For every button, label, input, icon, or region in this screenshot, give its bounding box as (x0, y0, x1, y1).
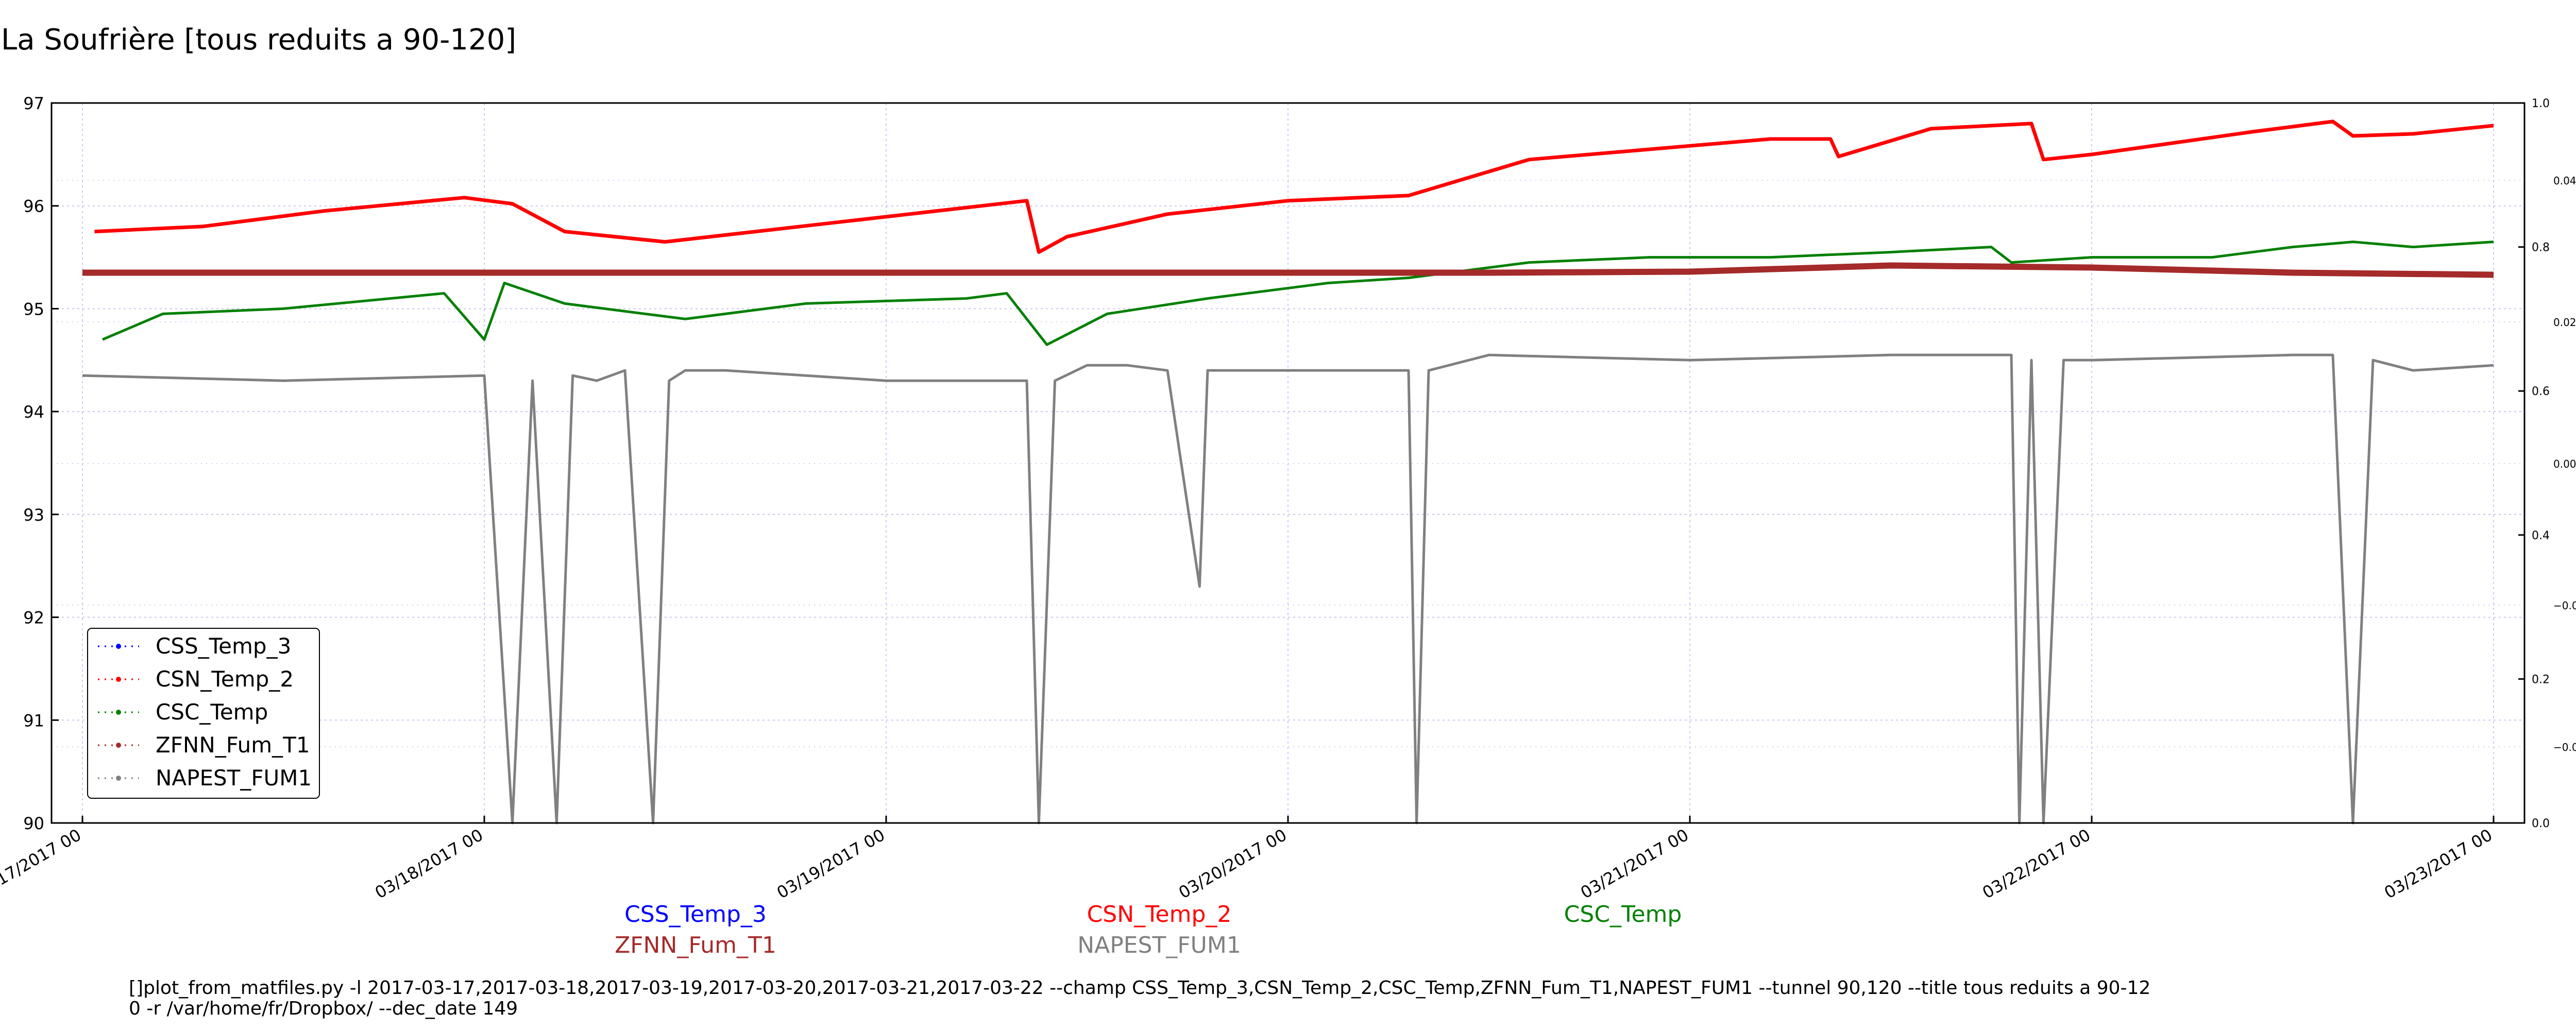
x-tick-label: 03/22/2017 00 (1979, 825, 2094, 903)
y-tick-label: 93 (23, 505, 44, 525)
x-axis: 03/17/2017 00 03/18/2017 00 03/19/2017 00 0… (0, 816, 2496, 903)
bottom-legend: CSS_Temp_3 CSN_Temp_2 CSC_Temp ZFNN_Fum_T1 N… (615, 901, 1682, 958)
x-tick-label: 03/23/2017 00 (2381, 825, 2496, 903)
inner-tick-label: −0.04 (2553, 741, 2576, 753)
inner-tick-label: 0.00 (2553, 458, 2576, 470)
series-line (82, 262, 2494, 278)
legend-label: CSS_Temp_3 (156, 633, 291, 659)
legend-item: CSN_Temp_2 (98, 666, 294, 692)
legend-label: ZFNN_Fum_T1 (156, 732, 310, 758)
series-group (82, 119, 2494, 825)
series-line (94, 119, 2494, 254)
legend-item: CSC_Temp (98, 699, 268, 725)
inner-tick-label: −0.02 (2553, 599, 2576, 612)
right-tick-label: 1.0 (2532, 97, 2550, 110)
legend: CSS_Temp_3 CSN_Temp_2 CSC_Temp ZFNN_Fum_T1 N… (87, 628, 320, 799)
x-tick-label: 03/17/2017 00 (0, 825, 84, 903)
right-tick-label: 0.4 (2532, 529, 2550, 542)
legend-item: NAPEST_FUM1 (98, 765, 312, 791)
y-tick-label: 97 (23, 94, 44, 113)
legend-label: CSC_Temp (156, 699, 268, 725)
series-line (82, 353, 2494, 825)
bottom-label: CSS_Temp_3 (624, 901, 767, 928)
x-tick-label: 03/18/2017 00 (371, 825, 486, 903)
x-tick-label: 03/20/2017 00 (1175, 825, 1290, 903)
bottom-label: ZFNN_Fum_T1 (615, 932, 776, 958)
series-line (102, 241, 2494, 346)
legend-label: CSN_Temp_2 (156, 666, 294, 692)
inner-tick-label: 0.02 (2553, 316, 2576, 329)
y-tick-label: 95 (23, 299, 44, 319)
y-tick-label: 91 (23, 711, 44, 730)
legend-box (87, 628, 320, 799)
right-tick-label: 0.0 (2532, 817, 2550, 830)
right-tick-label: 0.8 (2532, 242, 2550, 254)
right-tick-label: 0.6 (2532, 385, 2550, 398)
y-tick-label: 90 (23, 814, 44, 833)
bottom-label: CSN_Temp_2 (1087, 901, 1232, 928)
chart-title: La Soufrière [tous reduits a 90-120] (1, 23, 516, 57)
legend-item: CSS_Temp_3 (98, 633, 291, 659)
grid (52, 102, 2524, 823)
y-tick-label: 92 (23, 608, 44, 628)
y-axis: 90 91 92 93 94 95 96 97 (23, 94, 59, 833)
x-tick-label: 03/19/2017 00 (773, 825, 888, 903)
inner-tick-label: 0.04 (2553, 175, 2576, 187)
legend-item: ZFNN_Fum_T1 (98, 732, 310, 758)
right-axis: 0.0 0.2 0.4 0.6 0.8 1.0 0.04 0.02 0.00 −0.02 −0.04 (2518, 97, 2576, 830)
x-tick-label: 03/21/2017 00 (1577, 825, 1692, 903)
legend-marker (116, 710, 121, 715)
legend-label: NAPEST_FUM1 (156, 765, 312, 791)
command-line-1: []plot_from_matfiles.py -l 2017-03-17,20… (129, 977, 2150, 999)
legend-marker (116, 677, 121, 682)
y-tick-label: 96 (23, 197, 44, 216)
bottom-label: NAPEST_FUM1 (1077, 932, 1241, 958)
legend-marker (116, 776, 121, 781)
right-tick-label: 0.2 (2532, 673, 2550, 686)
legend-marker (116, 743, 121, 748)
legend-marker (116, 644, 121, 649)
bottom-label: CSC_Temp (1564, 901, 1682, 928)
y-tick-label: 94 (23, 402, 44, 422)
command-line-2: 0 -r /var/home/fr/Dropbox/ --dec_date 14… (129, 998, 518, 1019)
